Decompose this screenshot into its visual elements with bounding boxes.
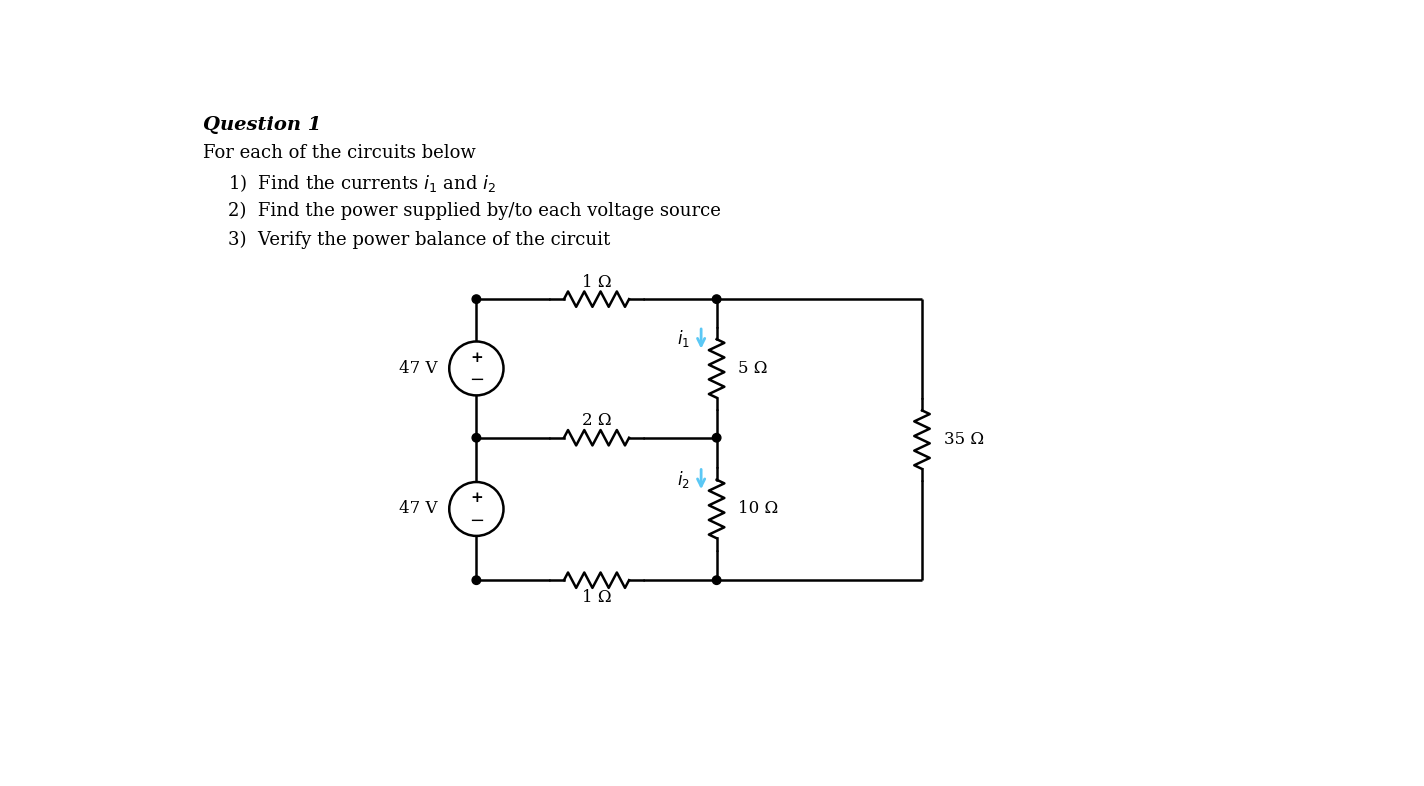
- Circle shape: [712, 434, 721, 442]
- Text: 35 Ω: 35 Ω: [944, 432, 984, 448]
- Text: 3)  Verify the power balance of the circuit: 3) Verify the power balance of the circu…: [228, 230, 611, 249]
- Text: For each of the circuits below: For each of the circuits below: [202, 144, 476, 162]
- Text: 5 Ω: 5 Ω: [738, 360, 768, 377]
- Circle shape: [473, 295, 481, 303]
- Text: 1 Ω: 1 Ω: [581, 274, 611, 291]
- Text: 2 Ω: 2 Ω: [581, 413, 611, 429]
- Text: 47 V: 47 V: [399, 501, 437, 517]
- Circle shape: [473, 434, 481, 442]
- Text: 1 Ω: 1 Ω: [581, 589, 611, 606]
- Circle shape: [473, 576, 481, 585]
- Text: Question 1: Question 1: [202, 116, 322, 134]
- Circle shape: [712, 576, 721, 585]
- Text: $i_1$: $i_1$: [676, 329, 689, 349]
- Text: 2)  Find the power supplied by/to each voltage source: 2) Find the power supplied by/to each vo…: [228, 201, 721, 219]
- Text: +: +: [470, 491, 483, 505]
- Text: −: −: [468, 371, 484, 389]
- Text: +: +: [470, 351, 483, 365]
- Text: $i_2$: $i_2$: [676, 468, 689, 490]
- Text: 10 Ω: 10 Ω: [738, 501, 779, 517]
- Text: 47 V: 47 V: [399, 360, 437, 377]
- Text: −: −: [468, 512, 484, 530]
- Text: 1)  Find the currents $i_1$ and $i_2$: 1) Find the currents $i_1$ and $i_2$: [228, 172, 497, 194]
- Circle shape: [712, 295, 721, 303]
